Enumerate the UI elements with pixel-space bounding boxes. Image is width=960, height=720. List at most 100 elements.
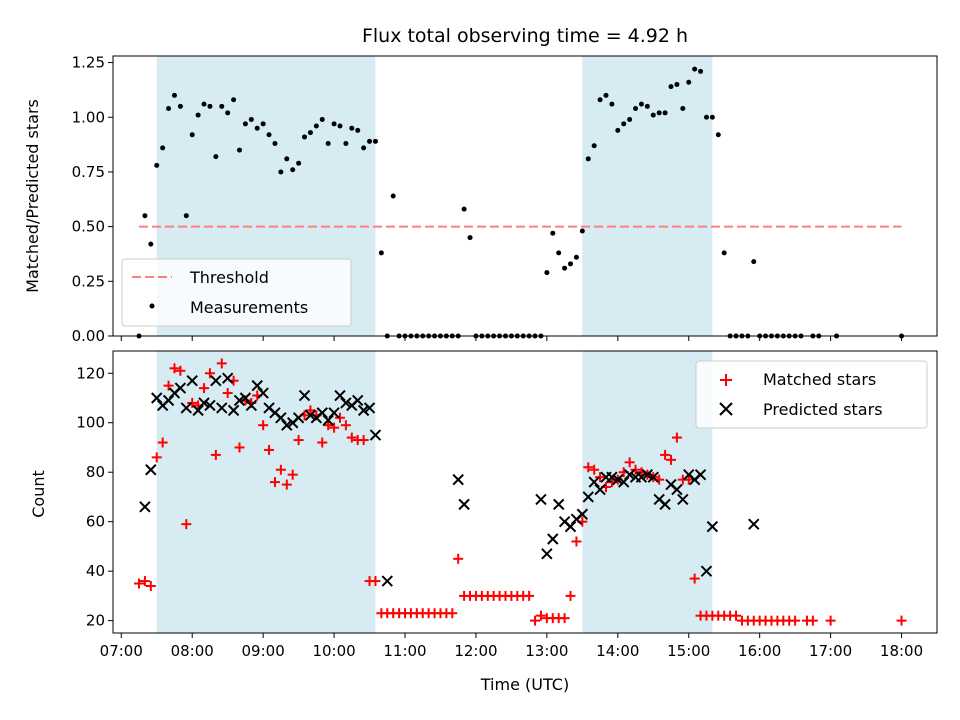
measurement-point: [644, 103, 650, 109]
measurement-point: [390, 193, 396, 199]
bottom-legend: Matched stars Predicted stars: [695, 360, 928, 429]
matched-star-point: [530, 615, 541, 626]
predicted-star-point: [588, 476, 600, 488]
predicted-x-b: [198, 397, 210, 409]
predicted-x-b: [677, 493, 689, 506]
legend-matched-label: Matched stars: [763, 370, 876, 389]
measurement-point: [177, 103, 183, 109]
matched-star-point: [790, 615, 801, 626]
matched-star-point: [222, 388, 233, 399]
x-tick-label: 08:00: [171, 642, 214, 660]
matched-star-point: [275, 464, 286, 475]
measurement-point: [319, 116, 325, 122]
measurement-point: [231, 97, 237, 103]
predicted-x-b: [618, 476, 630, 488]
measurement-point: [703, 114, 709, 120]
matched-star-point: [559, 613, 570, 624]
predicted-x-b: [535, 493, 547, 506]
matched-star-point: [346, 432, 357, 443]
matched-star-point: [666, 454, 677, 465]
predicted-star-point: [162, 394, 175, 407]
measurement-point: [260, 121, 266, 127]
predicted-x-b: [298, 389, 311, 402]
measurement-point: [467, 235, 473, 241]
predicted-star-point: [221, 372, 234, 384]
measurement-point: [278, 169, 284, 175]
predicted-star-point: [245, 399, 258, 412]
y-tick-label: 0.75: [72, 163, 105, 181]
predicted-star-point: [357, 404, 370, 417]
predicted-x-b: [174, 382, 187, 394]
predicted-star-point: [139, 501, 151, 513]
measurement-point: [556, 250, 562, 256]
matched-star-point: [358, 435, 369, 446]
predicted-star-point: [541, 548, 553, 560]
predicted-x-b: [239, 392, 252, 404]
measurement-point: [142, 213, 148, 219]
measurement-point: [585, 156, 591, 162]
predicted-x-b: [210, 374, 222, 387]
matched-star-point: [287, 469, 298, 480]
predicted-star-point: [257, 387, 269, 399]
predicted-star-point: [582, 491, 594, 503]
measurement-point: [254, 125, 260, 131]
measurement-point: [290, 167, 296, 173]
matched-star-point: [269, 477, 280, 488]
predicted-star-point: [606, 471, 618, 483]
predicted-star-point: [251, 379, 263, 392]
predicted-x-b: [452, 473, 464, 486]
measurement-point: [367, 138, 373, 144]
predicted-star-point: [292, 412, 305, 424]
predicted-star-point: [281, 419, 293, 431]
measurement-point: [597, 97, 603, 103]
measurement-point: [201, 101, 207, 107]
predicted-x-b: [541, 548, 553, 560]
predicted-star-point: [334, 389, 346, 402]
matched-star-point: [175, 365, 186, 376]
predicted-x-b: [659, 498, 671, 511]
measurement-point: [296, 160, 302, 166]
measurement-point: [715, 132, 721, 138]
measurement-point: [621, 121, 627, 127]
x-tick-label: 09:00: [242, 642, 285, 660]
measurement-point: [242, 121, 248, 127]
y-tick-label: 120: [76, 364, 105, 382]
measurement-point: [692, 66, 698, 72]
matched-star-point: [151, 452, 162, 463]
predicted-star-point: [233, 394, 246, 407]
top-legend-box: [121, 258, 352, 327]
matched-star-point: [671, 432, 682, 443]
y-tick-label: 0.50: [72, 218, 105, 236]
measurement-point: [668, 84, 674, 90]
matched-star-point: [689, 573, 700, 584]
measurement-point: [313, 123, 319, 129]
predicted-x-b: [275, 412, 287, 424]
predicted-x-b: [180, 402, 193, 414]
legend-predicted-swatch: [719, 402, 733, 416]
bottom-matched-points: [134, 358, 907, 626]
matched-star-point: [565, 590, 576, 601]
predicted-x-b: [558, 515, 571, 528]
matched-star-point: [317, 437, 328, 448]
predicted-star-point: [594, 483, 606, 496]
predicted-star-point: [363, 402, 376, 414]
predicted-star-point: [671, 483, 683, 496]
bottom-y-axis-title: Count: [29, 470, 48, 518]
matched-star-point: [583, 462, 594, 473]
measurement-point: [698, 68, 704, 74]
x-tick-label: 14:00: [596, 642, 639, 660]
measurement-point: [183, 213, 189, 219]
predicted-x-b: [594, 483, 606, 496]
measurement-point: [674, 81, 680, 87]
predicted-x-b: [671, 483, 683, 496]
legend-measurements-label: Measurements: [190, 298, 308, 317]
measurement-point: [680, 106, 686, 111]
matched-star-point: [589, 464, 600, 475]
predicted-x-b: [552, 498, 565, 511]
predicted-x-b: [245, 399, 258, 412]
predicted-star-point: [576, 508, 589, 520]
top-plot-frame: [112, 55, 938, 337]
measurement-point: [721, 250, 727, 256]
measurement-point: [615, 127, 621, 133]
